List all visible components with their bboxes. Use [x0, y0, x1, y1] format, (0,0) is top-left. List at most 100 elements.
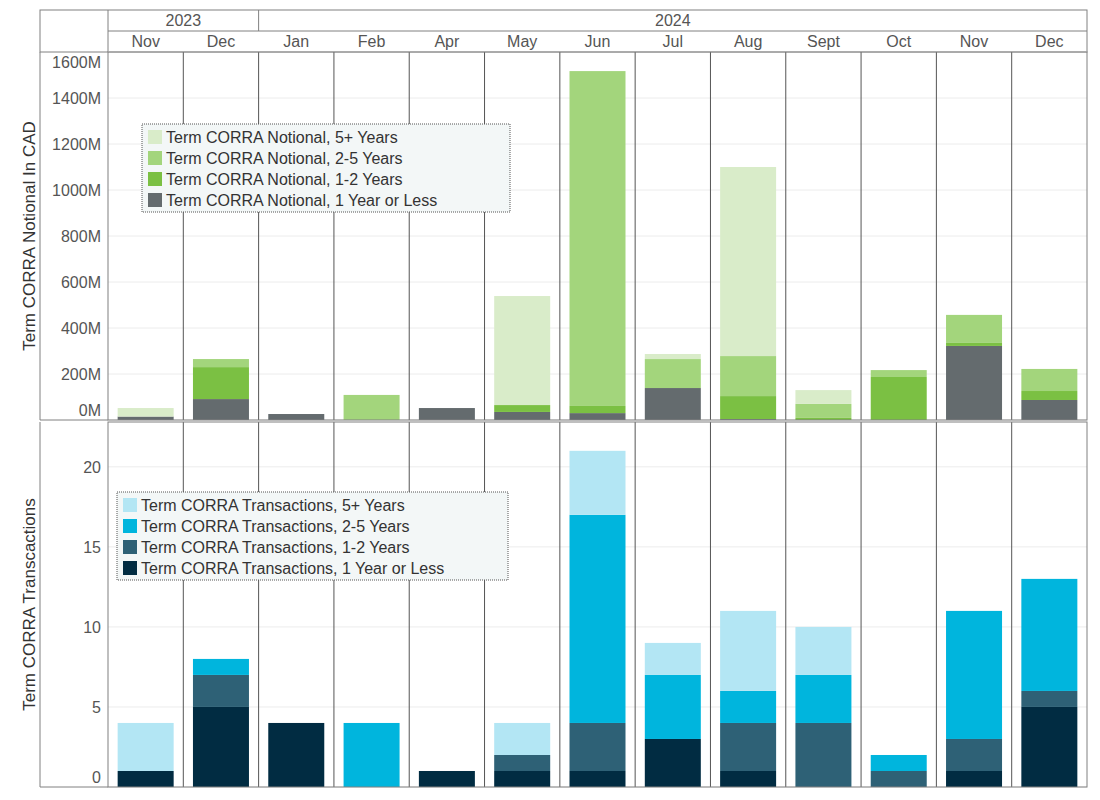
year-label: 2023 — [166, 12, 202, 29]
tick-label: 600M — [61, 274, 101, 291]
bar — [570, 723, 626, 771]
bar — [419, 770, 475, 771]
month-label: Nov — [131, 33, 159, 50]
bar — [268, 722, 324, 723]
legend-swatch — [123, 540, 137, 554]
bar — [570, 413, 626, 420]
column-divider — [409, 422, 410, 787]
bar — [344, 395, 400, 420]
legend-label: Term CORRA Notional, 1-2 Years — [166, 171, 403, 188]
bar — [946, 771, 1002, 787]
month-label: Jul — [663, 33, 683, 50]
bar — [118, 771, 174, 787]
bar — [193, 367, 249, 399]
bar — [193, 659, 249, 675]
bar — [795, 390, 851, 404]
bar — [645, 359, 701, 388]
tick-label: 800M — [61, 228, 101, 245]
bar — [570, 451, 626, 515]
panel: 05101520Term CORRA TranscactionsTerm COR… — [20, 422, 1087, 787]
month-label: Jan — [283, 33, 309, 50]
column-divider — [258, 422, 259, 787]
bar — [1021, 691, 1077, 707]
bar — [645, 643, 701, 675]
bar — [1021, 369, 1077, 391]
bar — [268, 722, 324, 723]
column-divider — [484, 52, 485, 420]
legend-box — [117, 492, 508, 580]
bar — [946, 739, 1002, 771]
bar — [344, 722, 400, 723]
column-divider — [635, 52, 636, 420]
tick-label: 200M — [61, 366, 101, 383]
bar — [946, 315, 1002, 343]
year-label: 2024 — [655, 12, 691, 29]
tick-label: 0M — [79, 402, 101, 419]
axis-title: Term CORRA Transcactions — [20, 498, 39, 711]
bar — [419, 771, 475, 787]
bar — [1021, 368, 1077, 369]
bar — [720, 691, 776, 723]
bar — [795, 627, 851, 675]
plot-frame — [108, 422, 1087, 787]
tick-label: 5 — [92, 699, 101, 716]
bar — [720, 396, 776, 419]
outer-frame — [40, 420, 108, 421]
bar — [871, 771, 927, 787]
tick-label: 0 — [92, 769, 101, 786]
bar — [570, 406, 626, 413]
bar — [118, 417, 174, 420]
legend-label: Term CORRA Transactions, 5+ Years — [141, 497, 405, 514]
column-divider — [484, 422, 485, 787]
bar — [946, 314, 1002, 315]
legend-swatch — [123, 498, 137, 512]
tick-label: 1200M — [52, 136, 101, 153]
month-label: Aug — [734, 33, 762, 50]
column-divider — [333, 422, 334, 787]
bar — [946, 346, 1002, 420]
bar — [494, 412, 550, 420]
header: 20232024NovDecJanFebAprMayJunJulAugSeptO… — [40, 10, 1087, 52]
bar — [720, 356, 776, 396]
bar — [645, 675, 701, 739]
bar — [268, 723, 324, 787]
panel: 0M200M400M600M800M1000M1200M1400M1600MTe… — [20, 52, 1087, 420]
legend-box — [142, 124, 510, 212]
column-divider — [635, 422, 636, 787]
bar — [645, 354, 701, 359]
bar — [720, 611, 776, 691]
legend-swatch — [148, 193, 162, 207]
column-divider — [861, 52, 862, 420]
tick-label: 10 — [83, 619, 101, 636]
bar — [419, 408, 475, 409]
header-frame — [40, 10, 1087, 52]
chart: 20232024NovDecJanFebAprMayJunJulAugSeptO… — [0, 0, 1100, 800]
bar — [570, 71, 626, 72]
bar — [1021, 391, 1077, 400]
bar — [645, 739, 701, 787]
bar — [795, 675, 851, 723]
bar — [645, 388, 701, 420]
bar — [193, 658, 249, 659]
bar — [871, 377, 927, 420]
legend-swatch — [148, 151, 162, 165]
bar — [268, 414, 324, 415]
bar — [570, 515, 626, 723]
tick-label: 400M — [61, 320, 101, 337]
tick-label: 1600M — [52, 54, 101, 71]
bar — [494, 723, 550, 755]
bar — [193, 359, 249, 367]
bar — [1021, 400, 1077, 420]
bar — [344, 394, 400, 395]
outer-frame — [40, 52, 41, 420]
legend-label: Term CORRA Transactions, 1 Year or Less — [141, 560, 444, 577]
bar — [419, 408, 475, 409]
bar — [118, 723, 174, 771]
column-divider — [1011, 422, 1012, 787]
column-divider — [785, 52, 786, 420]
legend-label: Term CORRA Notional, 1 Year or Less — [166, 192, 437, 209]
bar — [946, 611, 1002, 739]
bar — [871, 370, 927, 377]
bar — [344, 723, 400, 787]
bar — [494, 296, 550, 405]
